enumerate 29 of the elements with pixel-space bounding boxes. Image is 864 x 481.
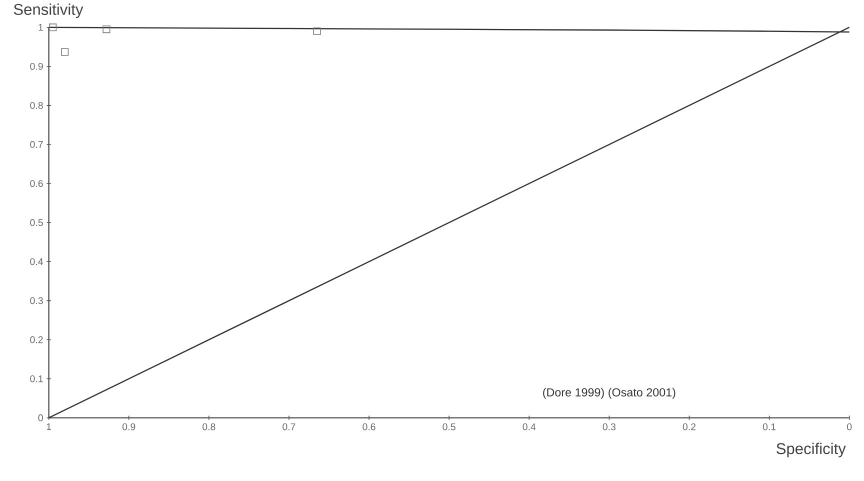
x-tick-label: 0.7 (282, 423, 296, 430)
point (61, 48, 69, 56)
x-tick-label: 0.2 (682, 423, 696, 430)
y-tick-label: 0 (38, 414, 43, 422)
y-axis-title: Sensitivity (14, 3, 84, 18)
y-tick-label: 0.5 (30, 219, 43, 226)
x-tick-label: 0.9 (122, 423, 136, 430)
x-tick-label: 0.5 (442, 423, 456, 430)
y-tick-label: 0.1 (30, 375, 43, 382)
x-tick-label: 0.3 (602, 423, 616, 430)
y-tick-label: 1 (38, 24, 43, 31)
y-tick-label: 0.9 (30, 62, 43, 70)
y-tick-label: 0.4 (30, 258, 44, 265)
y-tick-label: 0.8 (30, 102, 43, 109)
x-axis-title: Specificity (776, 442, 846, 458)
x-tick-label: 0.1 (762, 423, 776, 430)
x-tick-label: 0 (847, 423, 852, 430)
y-tick-label: 0.3 (30, 297, 43, 304)
x-tick-label: 1 (46, 423, 52, 430)
y-tick-label: 0.2 (30, 336, 43, 344)
y-tick-label: 0.7 (30, 140, 43, 148)
point (313, 27, 321, 35)
x-tick-label: 0.6 (362, 423, 376, 430)
y-tick-label: 0.6 (30, 180, 43, 187)
annotation: (Dore 1999) (Osato 2001) (543, 388, 676, 399)
point (49, 23, 57, 31)
point (102, 25, 110, 33)
x-tick-label: 0.4 (522, 423, 536, 430)
x-tick-label: 0.8 (202, 423, 216, 430)
